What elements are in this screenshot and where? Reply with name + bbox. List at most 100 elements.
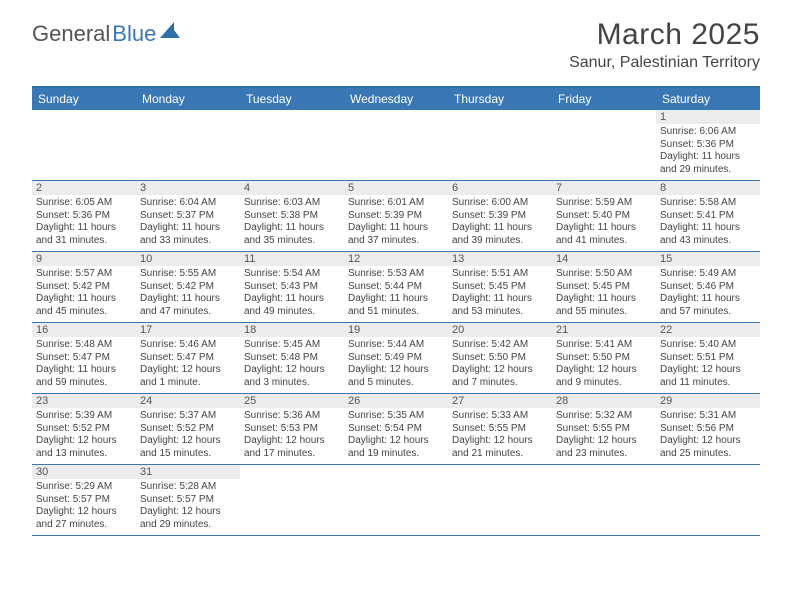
sunset-text: Sunset: 5:50 PM <box>556 352 652 365</box>
sunset-text: Sunset: 5:39 PM <box>452 210 548 223</box>
sunrise-text: Sunrise: 6:04 AM <box>140 197 236 210</box>
day-number: 4 <box>240 181 344 195</box>
sunrise-text: Sunrise: 5:44 AM <box>348 339 444 352</box>
sunset-text: Sunset: 5:36 PM <box>36 210 132 223</box>
sunrise-text: Sunrise: 6:01 AM <box>348 197 444 210</box>
sunset-text: Sunset: 5:39 PM <box>348 210 444 223</box>
daylight-text: Daylight: 11 hours and 35 minutes. <box>244 222 340 247</box>
day-cell: 18 Sunrise: 5:45 AMSunset: 5:48 PMDayligh… <box>240 323 344 393</box>
day-cell: 17Sunrise: 5:46 AMSunset: 5:47 PMDayligh… <box>136 323 240 393</box>
daylight-text: Daylight: 11 hours and 57 minutes. <box>660 293 756 318</box>
day-info: Sunrise: 5:37 AMSunset: 5:52 PMDaylight:… <box>140 410 236 460</box>
day-number <box>656 465 760 467</box>
sunset-text: Sunset: 5:42 PM <box>140 281 236 294</box>
brand-part2: Blue <box>112 21 156 47</box>
day-number: 5 <box>344 181 448 195</box>
daylight-text: Daylight: 12 hours and 23 minutes. <box>556 435 652 460</box>
day-cell: 4Sunrise: 6:03 AMSunset: 5:38 PMDaylight… <box>240 181 344 251</box>
daylight-text: Daylight: 11 hours and 41 minutes. <box>556 222 652 247</box>
sunrise-text: Sunrise: 6:05 AM <box>36 197 132 210</box>
day-info: Sunrise: 5:49 AMSunset: 5:46 PMDaylight:… <box>660 268 756 318</box>
day-info: Sunrise: 5:39 AMSunset: 5:52 PMDaylight:… <box>36 410 132 460</box>
day-info: Sunrise: 5:46 AMSunset: 5:47 PMDaylight:… <box>140 339 236 389</box>
daylight-text: Daylight: 11 hours and 39 minutes. <box>452 222 548 247</box>
sunrise-text: Sunrise: 6:06 AM <box>660 126 756 139</box>
daylight-text: Daylight: 12 hours and 1 minute. <box>140 364 236 389</box>
day-cell <box>344 465 448 535</box>
sunrise-text: Sunrise: 5:55 AM <box>140 268 236 281</box>
day-number: 20 <box>448 323 552 337</box>
day-number: 23 <box>32 394 136 408</box>
calendar: Sunday Monday Tuesday Wednesday Thursday… <box>32 86 760 536</box>
sunrise-text: Sunrise: 5:58 AM <box>660 197 756 210</box>
day-number: 2 <box>32 181 136 195</box>
sunset-text: Sunset: 5:45 PM <box>556 281 652 294</box>
sunset-text: Sunset: 5:47 PM <box>36 352 132 365</box>
sunrise-text: Sunrise: 5:36 AM <box>244 410 340 423</box>
sunrise-text: Sunrise: 5:42 AM <box>452 339 548 352</box>
daylight-text: Daylight: 11 hours and 53 minutes. <box>452 293 548 318</box>
day-info: Sunrise: 5:40 AMSunset: 5:51 PMDaylight:… <box>660 339 756 389</box>
sunrise-text: Sunrise: 5:41 AM <box>556 339 652 352</box>
header: GeneralBlue March 2025 Sanur, Palestinia… <box>0 0 792 78</box>
day-cell <box>240 465 344 535</box>
day-cell <box>448 110 552 180</box>
sunset-text: Sunset: 5:52 PM <box>140 423 236 436</box>
month-title: March 2025 <box>569 18 760 52</box>
day-cell: 12Sunrise: 5:53 AMSunset: 5:44 PMDayligh… <box>344 252 448 322</box>
daylight-text: Daylight: 11 hours and 49 minutes. <box>244 293 340 318</box>
day-cell: 16Sunrise: 5:48 AMSunset: 5:47 PMDayligh… <box>32 323 136 393</box>
day-cell: 19 Sunrise: 5:44 AMSunset: 5:49 PMDayligh… <box>344 323 448 393</box>
day-cell <box>552 465 656 535</box>
logo-sail-icon <box>160 18 180 44</box>
day-number: 24 <box>136 394 240 408</box>
week-row: 16 Sunrise: 5:48 AMSunset: 5:47 PM Dayligh… <box>32 323 760 394</box>
day-info: Sunrise: 5:36 AMSunset: 5:53 PMDaylight:… <box>244 410 340 460</box>
day-number: 19 <box>344 323 448 337</box>
sunrise-text: Sunrise: 5:33 AM <box>452 410 548 423</box>
day-info: Sunrise: 5:41 AMSunset: 5:50 PMDaylight:… <box>556 339 652 389</box>
sunset-text: Sunset: 5:57 PM <box>140 494 236 507</box>
day-number: 29 <box>656 394 760 408</box>
day-info: Sunrise: 5:33 AMSunset: 5:55 PMDaylight:… <box>452 410 548 460</box>
day-number: 22 <box>656 323 760 337</box>
sunset-text: Sunset: 5:45 PM <box>452 281 548 294</box>
daylight-text: Daylight: 11 hours and 55 minutes. <box>556 293 652 318</box>
day-info: Sunrise: 5:29 AMSunset: 5:57 PMDaylight:… <box>36 481 132 531</box>
sunrise-text: Sunrise: 5:31 AM <box>660 410 756 423</box>
day-info: Sunrise: 6:06 AMSunset: 5:36 PMDaylight:… <box>660 126 756 176</box>
day-number: 25 <box>240 394 344 408</box>
day-cell: 29Sunrise: 5:31 AMSunset: 5:56 PMDayligh… <box>656 394 760 464</box>
sunrise-text: Sunrise: 5:35 AM <box>348 410 444 423</box>
dow-tuesday: Tuesday <box>240 88 344 110</box>
sunrise-text: Sunrise: 5:37 AM <box>140 410 236 423</box>
day-cell: 20Sunrise: 5:42 AMSunset: 5:50 PMDayligh… <box>448 323 552 393</box>
day-number <box>552 110 656 112</box>
day-info: Sunrise: 5:55 AMSunset: 5:42 PMDaylight:… <box>140 268 236 318</box>
dow-saturday: Saturday <box>656 88 760 110</box>
day-number: 18 <box>240 323 344 337</box>
sunset-text: Sunset: 5:43 PM <box>244 281 340 294</box>
sunrise-text: Sunrise: 5:48 AM <box>36 339 132 352</box>
sunset-text: Sunset: 5:37 PM <box>140 210 236 223</box>
sunrise-text: Sunrise: 5:50 AM <box>556 268 652 281</box>
day-number: 6 <box>448 181 552 195</box>
sunrise-text: Sunrise: 5:39 AM <box>36 410 132 423</box>
day-number: 8 <box>656 181 760 195</box>
location-label: Sanur, Palestinian Territory <box>569 54 760 72</box>
day-number: 15 <box>656 252 760 266</box>
day-cell: 27Sunrise: 5:33 AMSunset: 5:55 PMDayligh… <box>448 394 552 464</box>
day-number: 16 <box>32 323 136 337</box>
day-cell <box>344 110 448 180</box>
day-number: 12 <box>344 252 448 266</box>
dow-monday: Monday <box>136 88 240 110</box>
day-info: Sunrise: 6:05 AMSunset: 5:36 PMDaylight:… <box>36 197 132 247</box>
day-number <box>448 465 552 467</box>
day-info: Sunrise: 5:54 AMSunset: 5:43 PMDaylight:… <box>244 268 340 318</box>
sunset-text: Sunset: 5:53 PM <box>244 423 340 436</box>
day-cell <box>552 110 656 180</box>
week-row: 2Sunrise: 6:05 AMSunset: 5:36 PMDaylight… <box>32 181 760 252</box>
sunset-text: Sunset: 5:57 PM <box>36 494 132 507</box>
day-info: Sunrise: 5:45 AMSunset: 5:48 PMDaylight:… <box>244 339 340 389</box>
day-info: Sunrise: 5:44 AMSunset: 5:49 PMDaylight:… <box>348 339 444 389</box>
